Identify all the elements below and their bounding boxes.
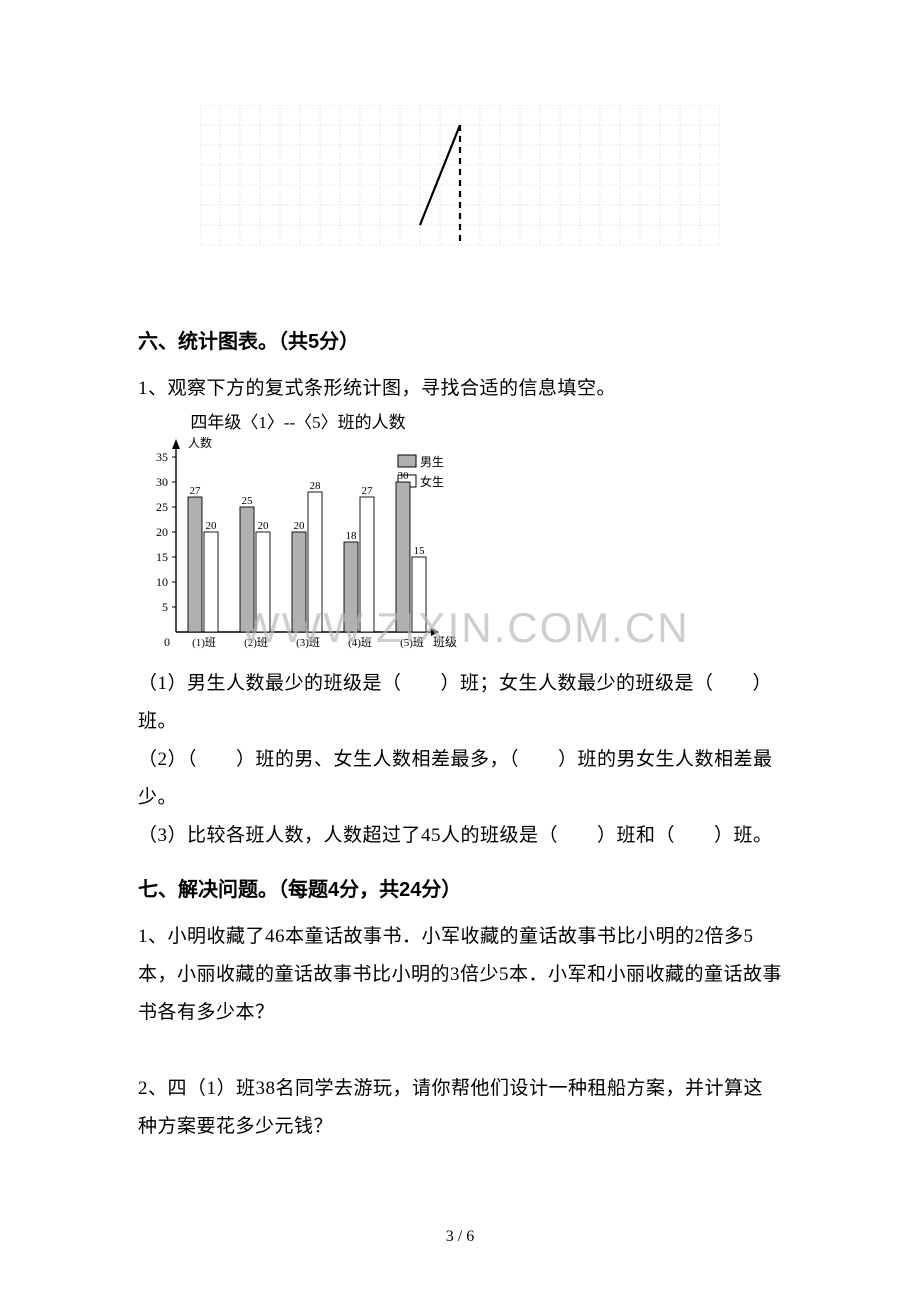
svg-text:20: 20 (156, 525, 168, 539)
section-6-q3: （3）比较各班人数，人数超过了45人的班级是（ ）班和（ ）班。 (138, 817, 782, 855)
svg-text:20: 20 (258, 520, 270, 532)
bar-chart: 人数班级 0 5 10 15 20 25 30 35 男生女生 27 20 (1)班 25 20 (2)班 20… (138, 437, 478, 657)
svg-text:35: 35 (156, 450, 168, 464)
svg-text:女生: 女生 (420, 474, 444, 489)
svg-text:30: 30 (156, 475, 168, 489)
svg-text:27: 27 (362, 485, 374, 497)
section-7-p2: 2、四（1）班38名同学去游玩，请你帮他们设计一种租船方案，并计算这种方案要花多… (138, 1070, 782, 1146)
svg-text:男生: 男生 (420, 455, 444, 469)
svg-text:(5)班: (5)班 (400, 636, 424, 649)
svg-text:28: 28 (310, 480, 322, 492)
section-7-heading: 七、解决问题。（每题4分，共24分） (138, 873, 782, 902)
svg-text:(2)班: (2)班 (244, 636, 268, 649)
svg-text:18: 18 (346, 530, 358, 542)
section-6-q1: （1）男生人数最少的班级是（ ）班；女生人数最少的班级是（ ）班。 (138, 665, 782, 741)
svg-text:20: 20 (294, 520, 306, 532)
svg-text:0: 0 (164, 635, 170, 649)
svg-text:15: 15 (156, 550, 168, 564)
svg-text:班级: 班级 (433, 635, 457, 649)
svg-text:(4)班: (4)班 (348, 636, 372, 649)
svg-text:30: 30 (398, 470, 410, 482)
svg-text:20: 20 (206, 520, 218, 532)
section-6-heading: 六、统计图表。（共5分） (138, 325, 782, 354)
svg-text:25: 25 (242, 495, 254, 507)
svg-text:25: 25 (156, 500, 168, 514)
svg-text:10: 10 (156, 575, 168, 589)
section-6-intro: 1、观察下方的复式条形统计图，寻找合适的信息填空。 (138, 370, 782, 408)
section-6-q2: （2）（ ）班的男、女生人数相差最多，（ ）班的男女生人数相差最少。 (138, 741, 782, 817)
grid-reflection-figure (200, 105, 720, 265)
svg-text:(1)班: (1)班 (192, 636, 216, 649)
svg-text:15: 15 (414, 545, 426, 557)
svg-text:人数: 人数 (188, 437, 212, 450)
svg-text:27: 27 (190, 485, 202, 497)
section-7-p1: 1、小明收藏了46本童话故事书．小军收藏的童话故事书比小明的2倍多5本，小丽收藏… (138, 918, 782, 1032)
chart-title: 四年级〈1〉--〈5〉班的人数 (143, 408, 453, 433)
page-number: 3 / 6 (0, 1228, 920, 1246)
svg-text:(3)班: (3)班 (296, 636, 320, 649)
svg-text:5: 5 (162, 600, 168, 614)
